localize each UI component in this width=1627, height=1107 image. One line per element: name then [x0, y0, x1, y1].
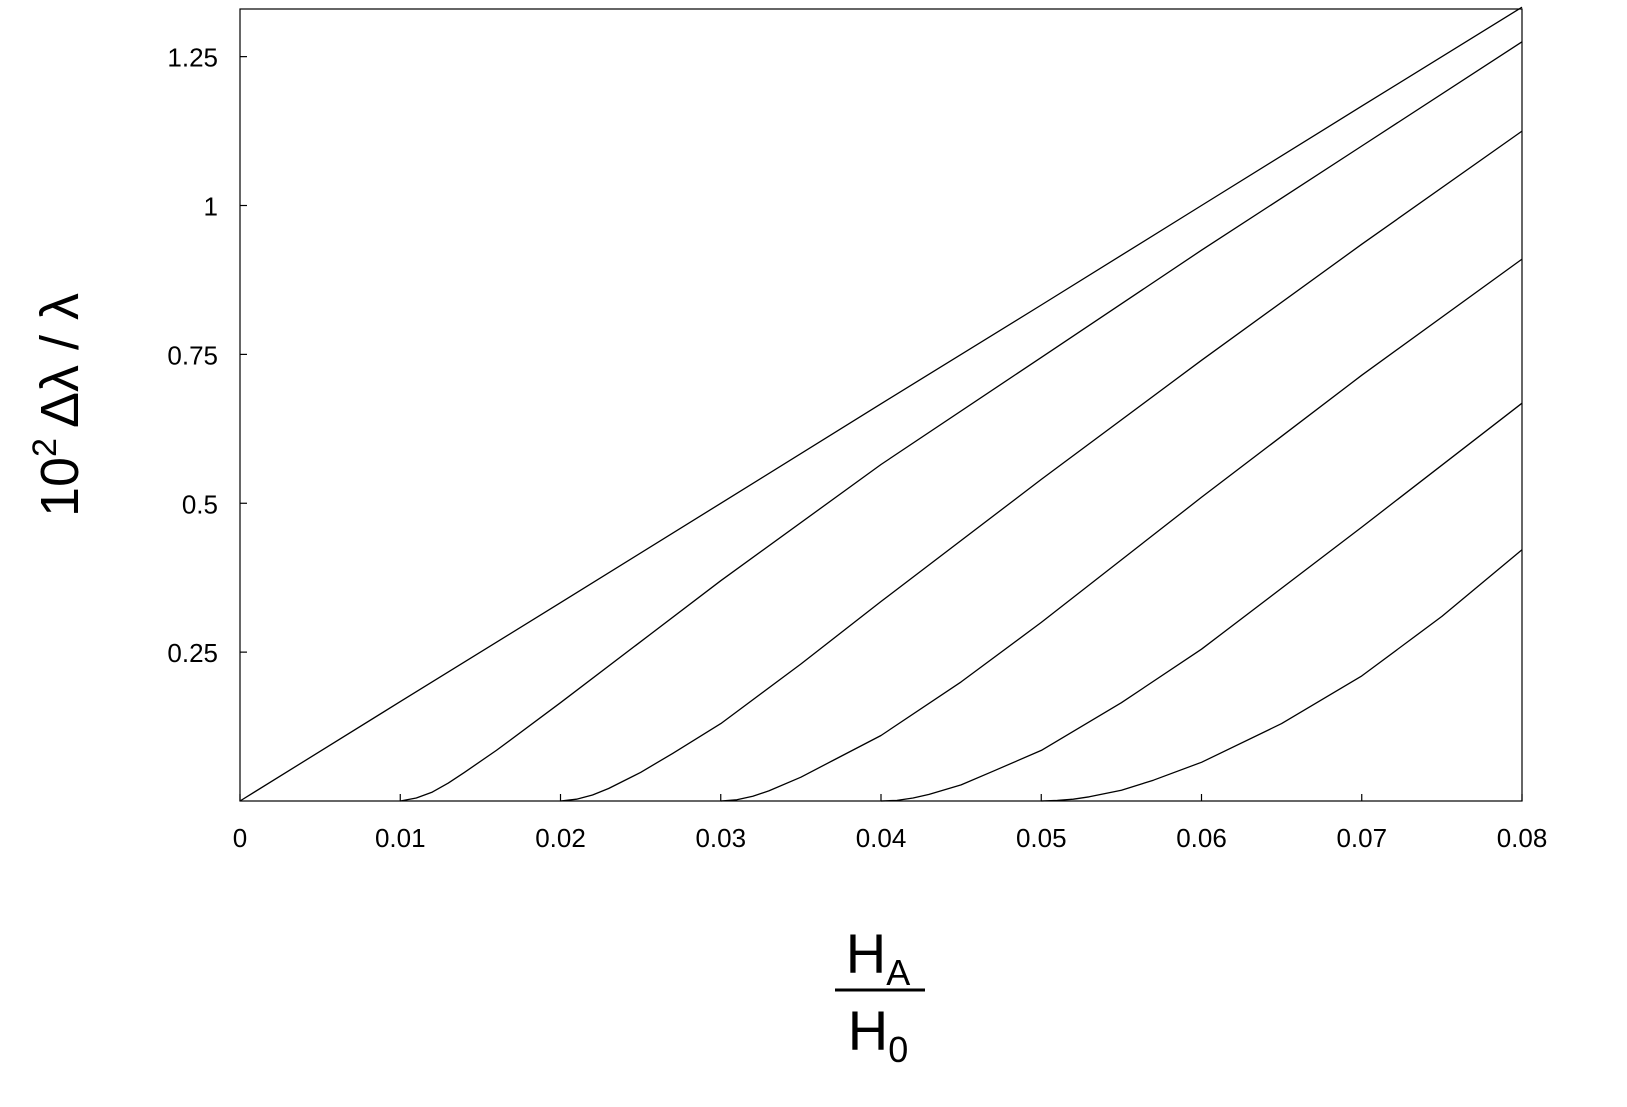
y-axis-title-prefix: 10: [30, 457, 90, 517]
series-line-5: [880, 402, 1523, 802]
x-tick-label: 0.07: [1336, 823, 1387, 853]
y-axis-title-rest: Δλ / λ: [30, 293, 90, 428]
y-tick-label: 1: [204, 192, 218, 222]
x-axis-ticks: 0 0.01 0.02 0.03 0.04 0.05 0.06 0.07 0.08: [233, 794, 1548, 853]
x-tick-label: 0.04: [856, 823, 907, 853]
x-tick-label: 0.05: [1016, 823, 1067, 853]
x-tick-label: 0: [233, 823, 247, 853]
y-tick-label: 1.25: [167, 43, 218, 73]
x-axis-title-numerator: HA: [846, 922, 910, 993]
x-tick-label: 0.02: [535, 823, 586, 853]
x-tick-label: 0.08: [1497, 823, 1548, 853]
series-line-1: [239, 6, 1523, 802]
x-tick-label: 0.06: [1176, 823, 1227, 853]
svg-text:102Δλ / λ: 102 Δλ / λ: [26, 293, 90, 517]
y-axis-title: 102 Δλ / λ: [26, 293, 90, 517]
x-tick-label: 0.03: [695, 823, 746, 853]
series-line-2: [400, 41, 1523, 802]
series-line-4: [720, 258, 1523, 802]
y-tick-label: 0.25: [167, 638, 218, 668]
series-line-3: [560, 130, 1523, 802]
series-line-6: [1041, 549, 1523, 802]
x-axis-title-denominator: H0: [848, 999, 908, 1070]
x-axis-title: HA H0: [835, 922, 925, 1070]
series-group: [239, 6, 1523, 802]
y-axis-title-exponent: 2: [26, 438, 64, 457]
x-tick-label: 0.01: [375, 823, 426, 853]
y-tick-label: 0.75: [167, 340, 218, 370]
y-tick-label: 0.5: [182, 489, 218, 519]
y-axis-ticks: 0.25 0.5 0.75 1 1.25: [167, 43, 247, 668]
